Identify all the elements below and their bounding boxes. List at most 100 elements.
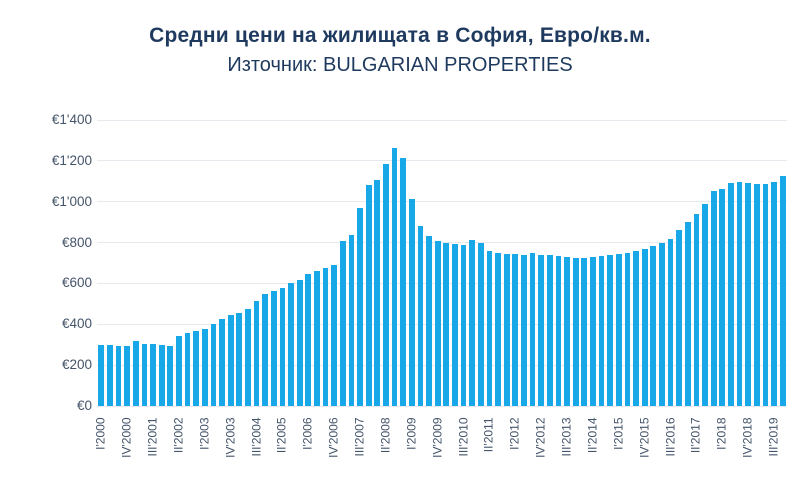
bar-III'2015 [633, 251, 639, 406]
x-axis-label: II'2008 [378, 417, 393, 454]
bar-I'2016 [650, 246, 657, 406]
x-axis-label: I'2003 [197, 417, 212, 450]
x-axis-label: IV'2012 [533, 417, 548, 458]
gridline-1400 [97, 119, 787, 121]
bar-IV'2008 [400, 157, 407, 406]
x-axis-label: III'2013 [559, 417, 574, 457]
x-axis-label: III'2016 [663, 417, 678, 457]
bar-II'2019 [762, 183, 769, 406]
y-axis-label: €1'000 [51, 193, 92, 209]
bar-II'2004 [245, 308, 251, 406]
bar-IV'2000 [124, 345, 131, 406]
bar-II'2012 [521, 254, 527, 406]
x-axis-label: IV'2000 [119, 417, 134, 458]
bar-IV'2005 [296, 279, 303, 406]
gridline-0 [97, 405, 787, 407]
y-axis-label: €200 [61, 357, 92, 373]
bar-I'2011 [477, 243, 484, 406]
bar-I'2010 [443, 243, 450, 406]
bar-III'2016 [667, 238, 674, 406]
bar-II'2009 [417, 225, 424, 406]
x-axis-label: III'2004 [249, 417, 264, 457]
bar-III'2007 [357, 208, 363, 406]
bar-I'2006 [305, 273, 312, 406]
x-axis-label: IV'2009 [430, 417, 445, 458]
plot-area: €0 €200 €400 €600 €800 €1'000 €1'200 €1'400 I'20… [52, 112, 787, 458]
x-axis-label: I'2015 [611, 417, 626, 450]
bar-IV'2002 [193, 331, 200, 406]
x-axis-label: IV'2018 [740, 417, 755, 458]
bar-II'2010 [452, 244, 458, 406]
bar-IV'2011 [503, 254, 510, 406]
x-axis-label: III'2001 [145, 417, 160, 457]
bar-III'2010 [460, 244, 467, 406]
bar-I'2009 [408, 199, 415, 406]
bar-II'2011 [486, 250, 493, 406]
bar-II'2015 [624, 252, 631, 406]
x-axis-label: IV'2006 [326, 417, 341, 458]
bar-II'2018 [728, 182, 734, 406]
bar-III'2013 [564, 257, 570, 406]
bar-IV'2015 [641, 248, 648, 406]
x-axis-label: IV'2015 [637, 417, 652, 458]
bar-III'2018 [736, 182, 743, 406]
bar-I'2005 [270, 291, 277, 406]
bar-III'2006 [322, 267, 329, 406]
bar-IV'2019 [779, 176, 786, 406]
x-axis-label: IV'2003 [223, 417, 238, 458]
x-axis-label: II'2011 [481, 417, 496, 453]
bar-II'2014 [590, 256, 596, 406]
bar-IV'2003 [227, 315, 234, 406]
bar-I'2004 [236, 312, 243, 406]
bar-III'2000 [115, 345, 122, 406]
bar-II'2002 [176, 335, 182, 406]
x-axis-label: I'2009 [404, 417, 419, 450]
bar-IV'2010 [469, 239, 476, 406]
bar-IV'2014 [607, 254, 614, 406]
bar-I'2013 [546, 255, 553, 406]
bar-I'2007 [339, 240, 346, 406]
bar-IV'2018 [745, 183, 752, 406]
x-axis-label: I'2012 [507, 417, 522, 450]
x-axis-label: I'2018 [714, 417, 729, 450]
bar-I'2017 [684, 222, 691, 406]
x-axis-label: II'2017 [688, 417, 703, 454]
gridline-1200 [97, 160, 787, 162]
bar-IV'2006 [331, 265, 338, 406]
bar-II'2016 [659, 243, 665, 406]
bar-III'2019 [771, 182, 777, 406]
y-axis-label: €600 [61, 275, 92, 291]
bar-IV'2009 [434, 240, 441, 406]
gridline-600 [97, 282, 787, 284]
y-axis-label: €1'200 [51, 152, 92, 168]
bar-IV'2016 [676, 230, 683, 406]
gridline-400 [97, 323, 787, 325]
bar-III'2004 [253, 301, 260, 406]
y-axis-label: €400 [61, 316, 92, 332]
bar-II'2000 [107, 345, 113, 406]
bar-IV'2013 [572, 258, 579, 406]
bar-IV'2017 [710, 190, 717, 406]
gridline-1000 [97, 201, 787, 203]
x-axis-label: I'2000 [93, 417, 108, 450]
bar-I'2014 [581, 257, 588, 406]
y-axis-label: €0 [76, 398, 92, 413]
bar-II'2003 [210, 324, 217, 406]
bar-II'2001 [141, 344, 148, 406]
bar-III'2011 [495, 253, 501, 406]
bar-I'2008 [374, 180, 381, 406]
y-axis-label: €1'400 [51, 112, 92, 127]
bar-III'2009 [426, 235, 432, 406]
bar-I'2000 [98, 344, 105, 406]
bar-II'2005 [279, 287, 286, 406]
gridline-200 [97, 364, 787, 366]
x-axis-label: II'2005 [274, 417, 289, 454]
bar-I'2001 [132, 340, 139, 406]
bar-III'2008 [391, 147, 398, 406]
bar-I'2019 [753, 184, 760, 406]
x-axis-label: III'2007 [352, 417, 367, 457]
bar-IV'2012 [538, 254, 545, 406]
bar-III'2014 [598, 255, 605, 406]
chart-subtitle: Източник: BULGARIAN PROPERTIES [227, 54, 573, 76]
bar-I'2012 [512, 253, 519, 406]
